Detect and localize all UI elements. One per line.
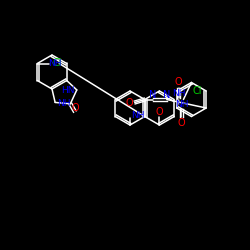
Text: N: N	[149, 90, 156, 100]
Text: O: O	[156, 107, 163, 117]
Text: NH: NH	[175, 100, 188, 109]
Text: O: O	[126, 98, 134, 108]
Text: NH: NH	[131, 112, 145, 120]
Text: O: O	[178, 118, 185, 128]
Text: NH: NH	[172, 90, 186, 98]
Text: O: O	[71, 102, 79, 113]
Text: Cl: Cl	[192, 86, 202, 96]
Text: HN: HN	[61, 86, 74, 96]
Text: O: O	[175, 77, 182, 87]
Text: NH: NH	[48, 59, 62, 68]
Text: NH: NH	[58, 99, 71, 108]
Text: N: N	[163, 90, 170, 100]
Text: Cl: Cl	[53, 58, 62, 68]
